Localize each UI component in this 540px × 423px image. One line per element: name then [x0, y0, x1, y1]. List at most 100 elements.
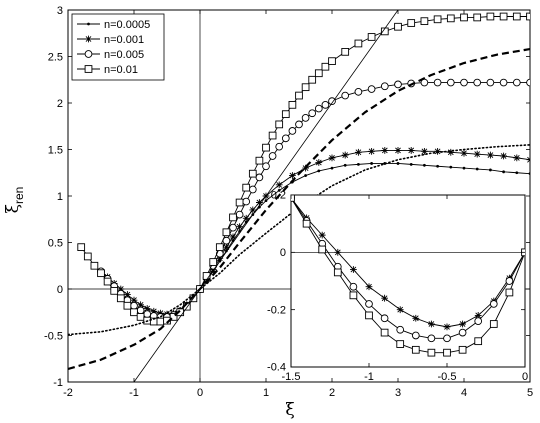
- series-n-0-001-point: [249, 206, 257, 214]
- series-n-0-0005-point: [489, 168, 492, 172]
- legend-marker: [87, 22, 90, 26]
- series-n-0-01-point: [321, 62, 330, 71]
- series-n-0-005-point: [380, 314, 389, 323]
- series-n-0-01-point: [318, 245, 327, 254]
- series-n-0-001-point: [334, 248, 342, 256]
- series-n-0-001-line: [100, 149, 530, 315]
- series-n-0-005-line: [291, 197, 525, 339]
- series-n-0-01-point: [443, 348, 451, 357]
- series-n-0-001-point: [428, 320, 435, 328]
- series-n-0-005-point: [349, 282, 358, 291]
- series-n-0-001-point: [473, 150, 481, 158]
- series-n-0-01-point: [486, 12, 495, 21]
- series-n-0-005-point: [443, 334, 451, 343]
- series-n-0-001-point: [513, 154, 521, 162]
- series-n-0-01-point: [420, 17, 429, 26]
- series-n-0-001-point: [381, 147, 389, 154]
- series-n-0-01-point: [295, 91, 303, 100]
- series-n-0-001-point: [341, 151, 349, 159]
- series-n-0-005-point: [215, 249, 224, 258]
- series-n-0-001-point: [368, 147, 375, 155]
- series-n-0-005-point: [341, 91, 350, 100]
- series-n-0-01-point: [262, 143, 270, 152]
- series-n-0-01-point: [367, 33, 376, 41]
- series-n-0-001-point: [256, 199, 263, 206]
- series-n-0-01-point: [130, 308, 138, 317]
- series-n-0-0005-point: [436, 164, 439, 168]
- series-n-0-005-point: [458, 328, 467, 337]
- series-n-0-005-point: [268, 152, 277, 160]
- legend-label: n=0.005: [104, 49, 144, 61]
- series-n-0-01-point: [458, 345, 467, 354]
- series-n-0-001-point: [117, 285, 125, 293]
- series-n-0-001-point: [526, 156, 530, 164]
- series-n-0-005-point: [474, 317, 483, 325]
- series-n-0-005-point: [281, 134, 290, 143]
- series-n-0-01-point: [116, 294, 125, 303]
- series-n-0-001-point: [412, 314, 420, 322]
- x-tick-label: 1: [263, 387, 269, 399]
- series-n-0-0005-point: [409, 162, 413, 166]
- series-n-0-01-point: [308, 75, 317, 84]
- series-n-0-001-point: [500, 152, 507, 160]
- y-axis-label-subscript: ren: [12, 187, 26, 204]
- legend-entry: n=0.005: [77, 49, 144, 61]
- x-axis-label: ξ: [285, 400, 294, 420]
- series-n-0-005-point: [288, 127, 297, 135]
- series-n-0-005-point: [308, 109, 317, 118]
- series-n-0-01-point: [460, 13, 468, 22]
- series-n-0-005-point: [275, 142, 284, 151]
- inset-plot-clip: [291, 195, 525, 357]
- legend-label: n=0.0005: [104, 19, 150, 31]
- series-n-0-0005-point: [423, 163, 426, 167]
- y-tick-label: -0.5: [44, 330, 63, 342]
- series-n-0-001-point: [229, 233, 237, 241]
- series-n-0-01-point: [301, 83, 310, 92]
- series-dashed: [68, 47, 530, 371]
- legend-label: n=0.01: [104, 64, 138, 76]
- inset-plot-area: [290, 194, 526, 368]
- series-n-0-001-point: [443, 323, 451, 331]
- series-n-0-005-point: [396, 325, 405, 334]
- series-n-0-0005-point: [462, 166, 466, 170]
- series-n-0-0005-point: [528, 172, 530, 176]
- series-n-0-01-point: [77, 243, 86, 252]
- legend-marker: [84, 50, 93, 58]
- series-n-0-001-point: [289, 172, 296, 179]
- series-n-0-01-point: [90, 261, 99, 270]
- x-tick-label: 0: [522, 371, 528, 383]
- legend: n=0.0005 n=0.001 n=0.005 n=0.01: [71, 13, 165, 81]
- series-n-0-005-point: [229, 223, 237, 232]
- y-axis-label: ξ: [3, 204, 23, 213]
- series-n-0-01-point: [83, 252, 92, 261]
- series-n-0-01-point: [349, 291, 358, 300]
- y-tick-label: -0.2: [267, 304, 286, 316]
- series-n-0-005-point: [365, 300, 373, 308]
- series-n-0-01-point: [248, 169, 257, 178]
- series-n-0-001-point: [350, 266, 357, 273]
- series-n-0-01-point: [156, 317, 165, 326]
- series-n-0-005-point: [526, 78, 530, 87]
- series-n-0-001-point: [459, 320, 466, 328]
- series-n-0-005-point: [367, 85, 376, 93]
- series-n-0-01-point: [328, 57, 336, 66]
- series-n-0-01-point: [255, 156, 264, 165]
- series-n-0-001-point: [150, 307, 158, 315]
- series-dotted-line: [68, 144, 530, 336]
- series-n-0-01-point: [473, 13, 482, 22]
- series-n-0-01-point: [275, 120, 284, 129]
- series-n-0-005-point: [411, 331, 420, 340]
- series-n-0-005-point: [460, 78, 468, 87]
- series-n-0-01-point: [268, 131, 277, 140]
- series-n-0-001-point: [396, 306, 404, 314]
- series-n-0-01-point: [209, 258, 218, 266]
- series-n-0-001-point: [124, 291, 131, 298]
- series-n-0-001-point: [487, 151, 494, 159]
- series-n-0-01-point: [235, 198, 244, 207]
- series-n-0-01-point: [433, 15, 442, 24]
- series-n-0-001-point: [407, 147, 415, 154]
- x-tick-label: -1.5: [282, 371, 301, 383]
- legend-marker: [85, 35, 92, 43]
- series-n-0-01-point: [407, 19, 416, 27]
- y-tick-label: 2.5: [48, 51, 63, 63]
